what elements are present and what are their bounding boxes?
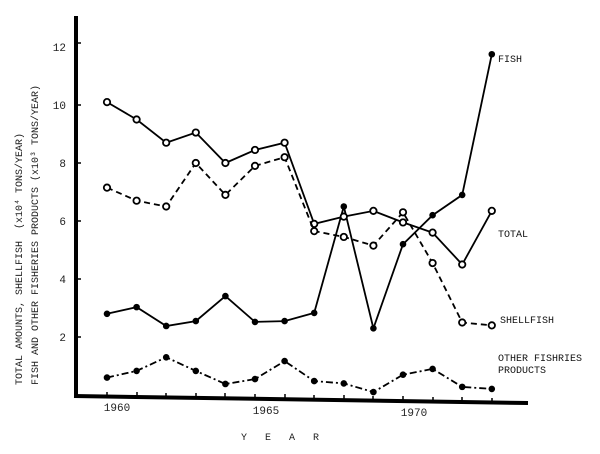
- series-line: [106, 101, 493, 267]
- x-tick-1960: 1960: [104, 403, 130, 415]
- data-point: [310, 309, 318, 317]
- series-total: [102, 98, 496, 269]
- data-point: [222, 292, 229, 300]
- series-labels: FISH TOTAL SHELLFISH OTHER FISHRIES PROD…: [498, 55, 582, 377]
- label-other-line1: OTHER FISHRIES: [498, 354, 582, 365]
- data-point: [132, 196, 141, 205]
- label-shellfish: SHELLFISH: [500, 316, 554, 327]
- data-point: [133, 367, 140, 375]
- x-tick-1965: 1965: [253, 406, 279, 418]
- data-point: [339, 232, 348, 242]
- data-point: [399, 240, 407, 248]
- data-point: [133, 303, 140, 311]
- data-point: [191, 158, 200, 168]
- data-point: [488, 50, 496, 58]
- y-tick-8: 8: [59, 159, 66, 171]
- label-total: TOTAL: [498, 230, 528, 241]
- data-point: [369, 206, 378, 215]
- x-axis-title: Y E A R: [241, 433, 319, 444]
- data-point: [487, 321, 496, 330]
- series-layer: [102, 50, 496, 396]
- y-tick-6: 6: [59, 217, 66, 229]
- data-point: [250, 145, 260, 155]
- data-point: [221, 190, 230, 199]
- y-tick-4: 4: [59, 275, 66, 287]
- data-point: [103, 374, 111, 381]
- label-fish: FISH: [498, 55, 522, 66]
- data-point: [370, 388, 377, 396]
- data-point: [458, 191, 466, 199]
- y-axis-title: TOTAL AMOUNTS, SHELLFISH (x10⁴ TONS/YEAR…: [14, 85, 42, 385]
- y-tick-12: 12: [53, 43, 66, 55]
- data-point: [458, 260, 467, 269]
- data-point: [428, 228, 437, 237]
- data-point: [398, 208, 408, 217]
- data-point: [103, 310, 111, 318]
- data-point: [280, 138, 289, 147]
- data-point: [281, 317, 288, 325]
- data-point: [132, 115, 141, 124]
- data-point: [429, 365, 436, 373]
- data-point: [162, 138, 171, 147]
- axes: [73, 16, 529, 405]
- data-point: [280, 153, 289, 162]
- x-tick-labels: 1960 1965 1970: [104, 403, 427, 420]
- data-point: [340, 203, 348, 210]
- data-point: [251, 318, 259, 326]
- data-point: [250, 161, 260, 170]
- data-point: [399, 371, 407, 379]
- data-point: [162, 354, 170, 361]
- data-point: [458, 383, 466, 391]
- data-point: [221, 158, 230, 168]
- y-axis-title-line2: FISH AND OTHER FISHERIES PRODUCTS (x10³ …: [30, 85, 42, 385]
- y-tick-10: 10: [53, 101, 66, 113]
- data-point: [251, 375, 259, 383]
- series-line: [106, 156, 492, 327]
- data-point: [339, 212, 348, 221]
- data-point: [398, 218, 408, 227]
- series-line: [106, 356, 492, 394]
- x-ticks: [106, 392, 493, 402]
- data-point: [192, 317, 200, 325]
- data-point: [162, 202, 171, 211]
- data-point: [369, 241, 378, 250]
- y-tick-2: 2: [59, 333, 66, 345]
- label-other-line2: PRODUCTS: [498, 366, 546, 377]
- data-point: [488, 385, 496, 393]
- series-line: [106, 54, 493, 332]
- y-ticks: [76, 42, 81, 338]
- x-tick-1970: 1970: [401, 408, 427, 420]
- data-point: [162, 322, 170, 330]
- y-axis-title-line1: TOTAL AMOUNTS, SHELLFISH (x10⁴ TONS/YEAR…: [14, 133, 26, 385]
- data-point: [458, 318, 467, 327]
- data-point: [487, 206, 496, 215]
- data-point: [428, 258, 437, 268]
- data-point: [429, 211, 436, 219]
- data-point: [370, 325, 377, 332]
- data-point: [281, 357, 288, 365]
- series-other-fishries-products: [103, 354, 496, 396]
- series-shellfish: [102, 153, 496, 330]
- series-fish: [103, 50, 496, 332]
- data-point: [102, 183, 112, 192]
- y-tick-labels: 2 4 6 8 10 12: [53, 43, 67, 345]
- data-point: [340, 380, 348, 387]
- data-point: [102, 98, 112, 107]
- data-point: [191, 128, 200, 137]
- x-axis: [73, 394, 529, 405]
- data-point: [310, 377, 318, 385]
- data-point: [192, 367, 200, 375]
- data-point: [310, 227, 319, 236]
- data-point: [222, 380, 229, 388]
